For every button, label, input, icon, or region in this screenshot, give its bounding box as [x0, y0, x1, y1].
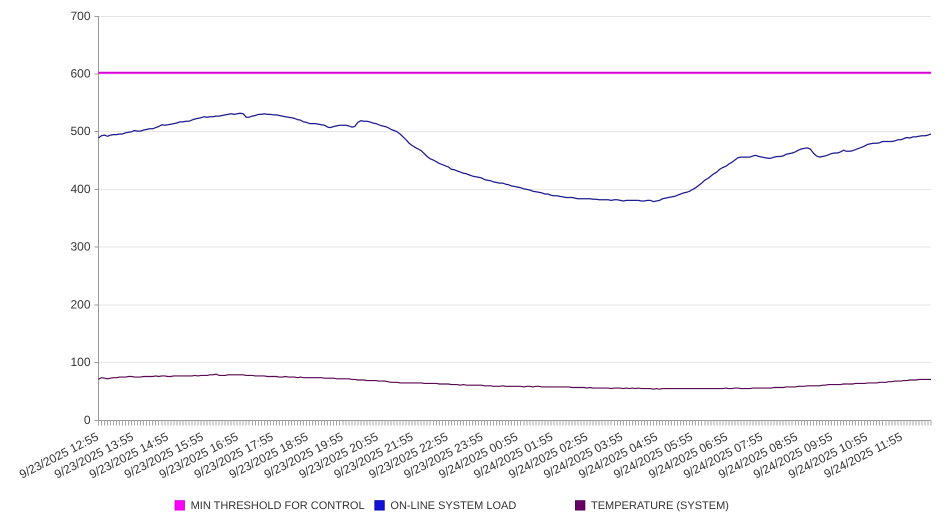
- svg-text:MIN THRESHOLD FOR CONTROL: MIN THRESHOLD FOR CONTROL: [191, 500, 365, 512]
- svg-text:500: 500: [70, 124, 90, 138]
- svg-text:100: 100: [70, 355, 90, 369]
- svg-text:TEMPERATURE (SYSTEM): TEMPERATURE (SYSTEM): [591, 500, 729, 512]
- svg-text:200: 200: [70, 298, 90, 312]
- svg-text:0: 0: [84, 413, 91, 427]
- svg-text:700: 700: [70, 9, 90, 23]
- svg-text:600: 600: [70, 67, 90, 81]
- svg-text:400: 400: [70, 182, 90, 196]
- svg-text:ON-LINE SYSTEM LOAD: ON-LINE SYSTEM LOAD: [390, 500, 516, 512]
- svg-text:300: 300: [70, 240, 90, 254]
